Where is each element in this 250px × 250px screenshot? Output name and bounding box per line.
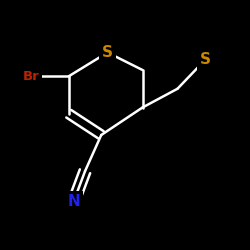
Text: S: S (200, 52, 210, 68)
Text: Br: Br (23, 70, 40, 83)
Text: S: S (200, 52, 210, 68)
Text: Br: Br (23, 70, 40, 83)
Text: S: S (102, 45, 113, 60)
Text: N: N (68, 194, 80, 209)
Text: S: S (102, 45, 113, 60)
Text: N: N (68, 194, 80, 209)
